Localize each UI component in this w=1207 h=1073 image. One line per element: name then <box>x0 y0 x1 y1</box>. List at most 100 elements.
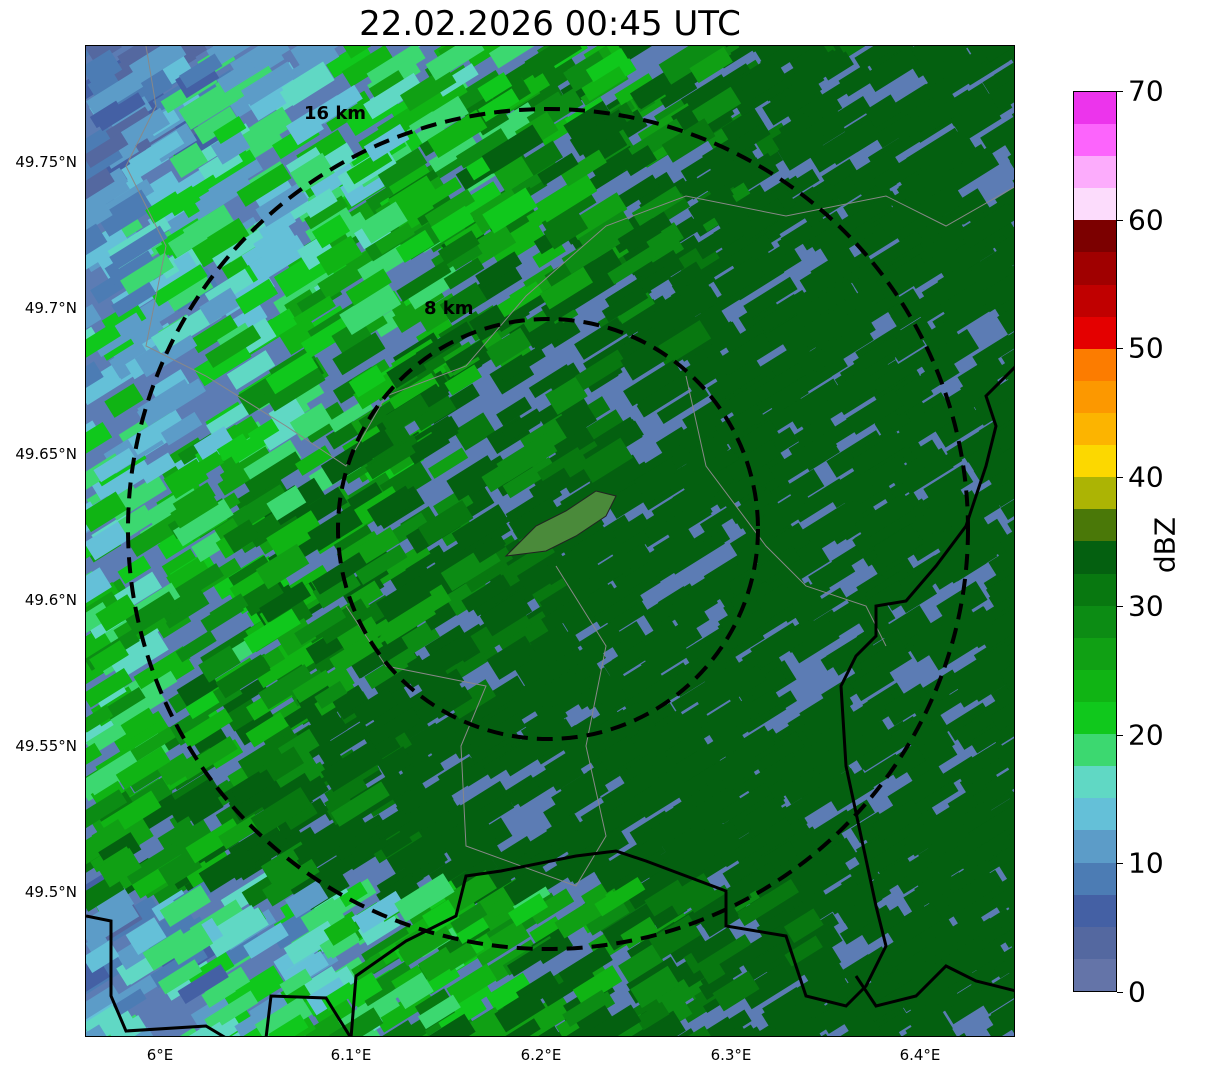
radar-cell <box>86 223 130 271</box>
radar-cell <box>543 210 589 250</box>
radar-cell <box>896 865 931 895</box>
radar-cell <box>885 743 926 780</box>
radar-cell <box>956 817 1005 856</box>
radar-cell <box>539 266 594 310</box>
radar-cell <box>541 543 593 586</box>
radar-cell <box>115 746 171 790</box>
radar-cell <box>86 984 121 1029</box>
radar-cell <box>315 598 372 645</box>
y-tick: 49.5°N <box>24 883 77 901</box>
radar-cell <box>615 174 660 210</box>
radar-cell <box>110 689 166 731</box>
radar-cell <box>593 589 644 628</box>
radar-cell <box>455 128 509 169</box>
radar-cell <box>813 962 848 993</box>
colorbar-bin <box>1074 509 1116 542</box>
colorbar-tick-label: 40 <box>1128 460 1164 494</box>
radar-cell <box>425 176 462 206</box>
radar-cell <box>682 397 725 433</box>
colorbar-tick <box>1117 91 1123 92</box>
radar-cell <box>984 763 1014 801</box>
radar-cell <box>872 154 921 194</box>
radar-cell <box>765 377 809 415</box>
radar-cell <box>496 396 532 427</box>
radar-cell <box>268 397 307 432</box>
radar-cell <box>453 412 496 451</box>
radar-cell <box>387 175 439 219</box>
radar-cell <box>375 594 437 645</box>
radar-cell <box>425 46 485 81</box>
radar-cell <box>713 256 765 301</box>
radar-cell <box>560 557 599 591</box>
radar-cell <box>421 630 483 679</box>
radar-cell <box>405 544 446 577</box>
radar-cell <box>484 327 532 368</box>
radar-cell <box>120 707 158 740</box>
radar-cell <box>514 1023 564 1036</box>
radar-cell <box>281 61 335 107</box>
radar-cell <box>485 972 533 1012</box>
radar-cell <box>330 814 390 861</box>
radar-cell <box>391 964 425 993</box>
radar-cell <box>166 555 213 598</box>
radar-cell <box>579 248 624 288</box>
radar-cell <box>682 321 743 369</box>
radar-cell <box>104 383 144 418</box>
radar-cell <box>794 587 848 628</box>
radar-cell <box>262 858 323 907</box>
radar-cell <box>409 389 457 432</box>
range-rings <box>126 107 970 951</box>
radar-cell <box>611 639 652 671</box>
radar-cell <box>471 919 531 967</box>
radar-cell <box>717 332 773 377</box>
radar-cell <box>479 591 533 637</box>
radar-cell <box>210 128 251 165</box>
radar-cell <box>896 946 937 983</box>
map-title: 22.02.2026 00:45 UTC <box>359 4 741 44</box>
radar-cell <box>699 662 755 707</box>
radar-cell <box>997 294 1014 335</box>
radar-cell <box>211 904 258 940</box>
radar-cell <box>223 519 261 554</box>
radar-cell <box>775 736 837 786</box>
radar-cell <box>358 401 398 433</box>
colorbar-bin <box>1074 316 1116 349</box>
radar-cell <box>341 46 395 87</box>
radar-cell <box>684 826 740 869</box>
radar-cell <box>285 880 329 919</box>
radar-cell <box>522 817 577 860</box>
radar-cell <box>329 1007 384 1036</box>
radar-cell <box>484 1018 541 1036</box>
radar-cell <box>303 1013 344 1036</box>
radar-cell <box>332 684 370 720</box>
radar-cell <box>911 686 969 729</box>
radar-cell <box>627 298 666 336</box>
radar-cell <box>256 646 312 689</box>
radar-cell <box>258 664 315 710</box>
radar-cell <box>231 769 275 805</box>
radar-cell <box>179 735 238 780</box>
radar-cell <box>461 181 505 219</box>
radar-cell <box>145 191 184 224</box>
radar-cell <box>550 424 595 462</box>
radar-cell <box>300 317 351 359</box>
radar-cell <box>794 414 836 448</box>
range-ring-8km <box>336 317 760 741</box>
radar-cell <box>482 187 538 234</box>
radar-cell <box>357 243 409 285</box>
radar-cell <box>420 1013 476 1036</box>
radar-cell <box>585 47 629 83</box>
radar-cell <box>539 585 576 616</box>
radar-cell <box>971 253 1011 290</box>
radar-cell <box>689 788 739 831</box>
radar-cell <box>545 362 581 391</box>
radar-cell <box>667 576 728 625</box>
x-tick: 6.4°E <box>899 1046 941 1064</box>
radar-cell <box>651 490 698 531</box>
radar-cell <box>198 645 241 683</box>
radar-cell <box>735 122 771 152</box>
country-borders <box>86 365 1014 1036</box>
radar-cell <box>431 205 475 243</box>
radar-cell <box>633 370 689 417</box>
radar-cell <box>352 687 398 727</box>
